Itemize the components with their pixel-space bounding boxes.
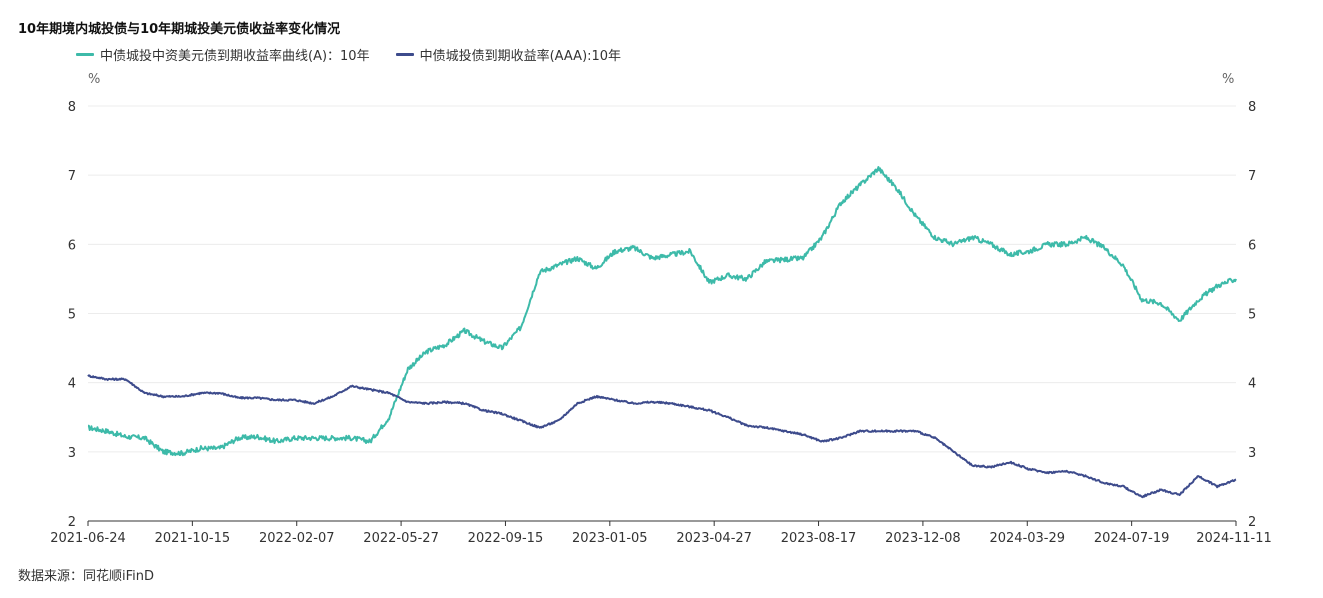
series-line-a xyxy=(87,166,1237,457)
y-tick-label-right: 2 xyxy=(1248,515,1256,530)
y-tick-label-right: 4 xyxy=(1248,377,1256,392)
x-tick-label: 2023-04-27 xyxy=(676,531,752,546)
y-tick-label-right: 6 xyxy=(1248,238,1256,253)
data-source: 数据来源：同花顺iFinD xyxy=(18,569,155,584)
x-tick-label: 2023-12-08 xyxy=(885,531,961,546)
right-axis-unit: % xyxy=(1222,72,1235,87)
x-axis: 2021-06-24 2021-10-15 2022-02-07 2022-05-27… xyxy=(50,520,1272,546)
chart-title: 10年期境内城投债与10年期城投美元债收益率变化情况 xyxy=(18,22,341,37)
y-tick-label-right: 5 xyxy=(1248,308,1256,323)
left-axis-unit: % xyxy=(88,72,101,87)
right-y-axis: 2 3 4 5 6 7 8 xyxy=(1248,100,1256,530)
y-tick-label-left: 4 xyxy=(68,377,76,392)
legend-label-series-a: 中债城投中资美元债到期收益率曲线(A)：10年 xyxy=(100,49,370,64)
x-tick-label: 2021-06-24 xyxy=(50,531,126,546)
y-tick-label-left: 6 xyxy=(68,238,76,253)
x-tick-label: 2023-08-17 xyxy=(781,531,857,546)
x-tick-label: 2022-05-27 xyxy=(363,531,439,546)
x-tick-label: 2022-09-15 xyxy=(468,531,544,546)
series-line-aaa xyxy=(87,374,1237,499)
left-y-axis: 2 3 4 5 6 7 8 xyxy=(68,100,76,530)
legend-item-series-a[interactable]: 中债城投中资美元债到期收益率曲线(A)：10年 xyxy=(76,45,370,64)
y-tick-label-left: 3 xyxy=(68,446,76,461)
x-tick-label: 2024-03-29 xyxy=(989,531,1065,546)
legend: 中债城投中资美元债到期收益率曲线(A)：10年 中债城投债到期收益率(AAA):… xyxy=(76,45,621,64)
gridlines xyxy=(88,105,1236,453)
x-tick-label: 2023-01-05 xyxy=(572,531,648,546)
legend-label-series-aaa: 中债城投债到期收益率(AAA):10年 xyxy=(419,49,622,64)
series-lines xyxy=(87,166,1237,499)
x-tick-label: 2021-10-15 xyxy=(155,531,231,546)
y-tick-label-left: 7 xyxy=(68,169,76,184)
y-tick-label-left: 8 xyxy=(68,100,76,115)
x-tick-label: 2022-02-07 xyxy=(259,531,335,546)
y-tick-label-right: 7 xyxy=(1248,169,1256,184)
x-tick-label: 2024-11-11 xyxy=(1196,531,1272,546)
legend-item-series-aaa[interactable]: 中债城投债到期收益率(AAA):10年 xyxy=(395,45,622,64)
legend-swatch-series-a xyxy=(76,53,94,56)
y-tick-label-right: 8 xyxy=(1248,100,1256,115)
y-tick-label-left: 5 xyxy=(68,308,76,323)
x-tick-label: 2024-07-19 xyxy=(1094,531,1170,546)
y-tick-label-right: 3 xyxy=(1248,446,1256,461)
y-tick-label-left: 2 xyxy=(68,515,76,530)
legend-swatch-series-aaa xyxy=(395,53,414,56)
